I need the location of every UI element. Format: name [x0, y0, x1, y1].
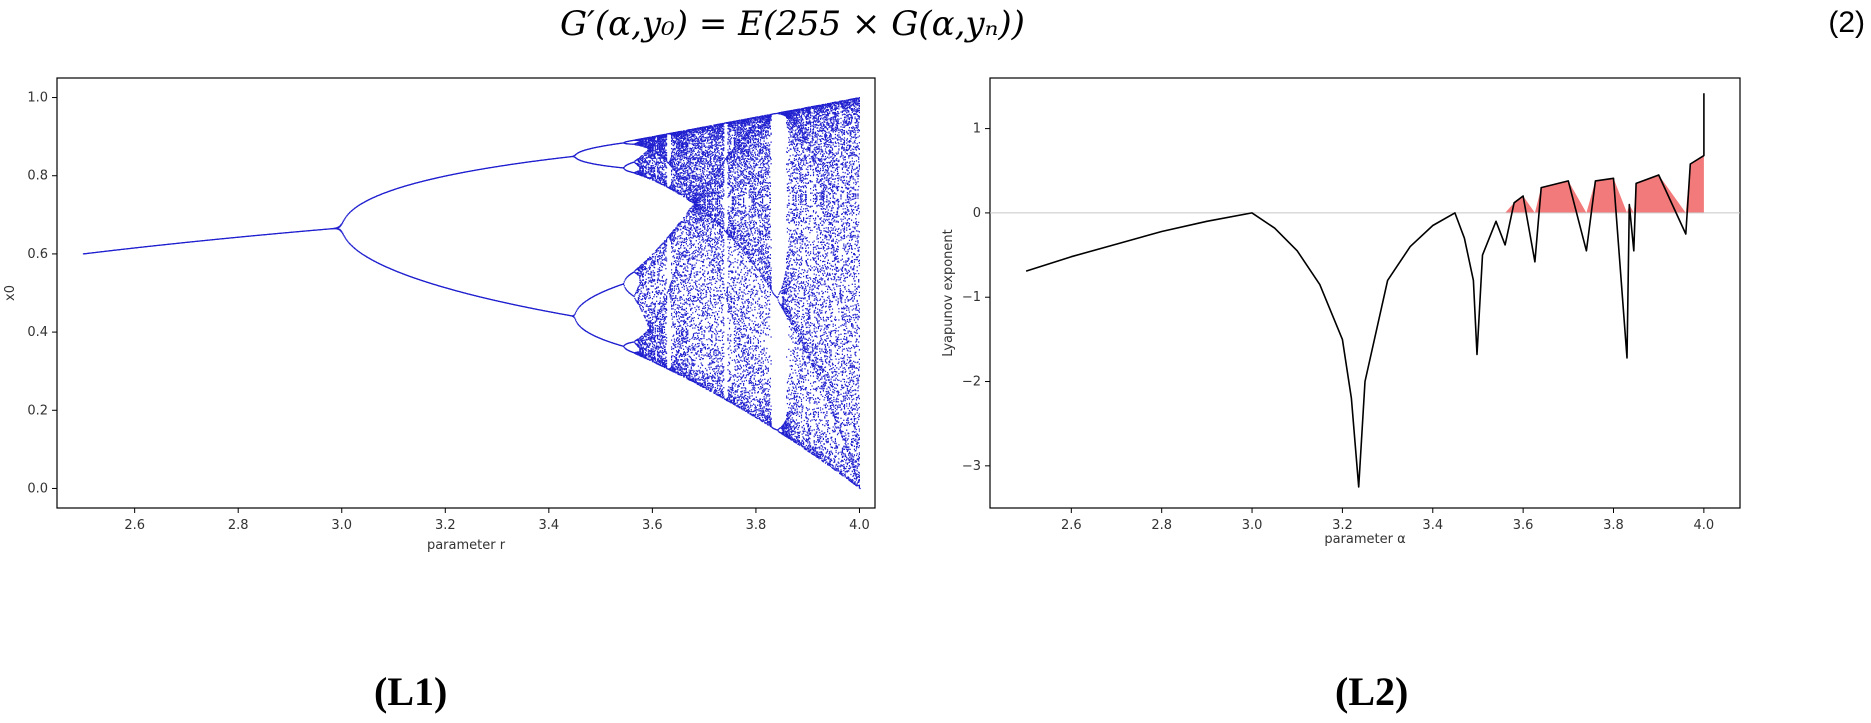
- plot-frame: [56, 77, 876, 509]
- y-tick-label: 0.8: [27, 169, 48, 184]
- x-axis-label: parameter r: [427, 538, 506, 553]
- x-tick-label: 3.0: [1242, 518, 1263, 533]
- y-tick-label: 0: [973, 206, 981, 221]
- x-tick-label: 3.4: [1422, 518, 1443, 533]
- x-tick-label: 2.8: [228, 518, 249, 533]
- y-tick-label: −1: [962, 290, 981, 305]
- axes: 2.6 2.8 3.0 3.2 3.4 3.6 3.8 4.0 −3 −2 −1 0 1: [962, 122, 1714, 533]
- y-tick-label: 0.6: [27, 247, 48, 262]
- equation-number: (2): [1828, 6, 1865, 39]
- equation: G′(α,y₀) = E(255 × G(α,yₙ)): [560, 4, 1025, 44]
- x-tick-label: 3.4: [538, 518, 559, 533]
- y-tick-label: 1: [973, 122, 981, 137]
- caption-l1: (L1): [374, 669, 448, 714]
- lyapunov-chart: 2.6 2.8 3.0 3.2 3.4 3.6 3.8 4.0 −3 −2 −1 0 1 paramet…: [941, 77, 1741, 547]
- positive-fill: [1026, 93, 1704, 213]
- y-axis-label: Lyapunov exponent: [941, 229, 956, 356]
- x-tick-label: 4.0: [1694, 518, 1715, 533]
- x-tick-label: 4.0: [849, 518, 870, 533]
- x-axis-label: parameter α: [1324, 532, 1405, 547]
- x-tick-label: 2.6: [124, 518, 145, 533]
- bifurcation-point-cloud: [82, 97, 861, 490]
- y-tick-label: −2: [962, 375, 981, 390]
- lyapunov-line: [1025, 93, 1705, 488]
- plot-frame: [989, 77, 1741, 509]
- y-tick-label: 0.4: [27, 325, 48, 340]
- x-tick-label: 3.8: [1603, 518, 1624, 533]
- y-axis-label: x0: [3, 285, 18, 301]
- bifurcation-points: [82, 97, 861, 490]
- x-tick-label: 2.6: [1061, 518, 1082, 533]
- x-tick-label: 3.8: [746, 518, 767, 533]
- lyapunov-series-line: [1025, 93, 1705, 488]
- y-tick-label: 1.0: [27, 91, 48, 106]
- x-tick-label: 2.8: [1151, 518, 1172, 533]
- y-tick-label: −3: [962, 459, 981, 474]
- y-tick-label: 0.2: [27, 403, 48, 418]
- x-tick-label: 3.2: [1332, 518, 1353, 533]
- positive-region-fill: [1026, 93, 1704, 213]
- x-tick-label: 3.2: [435, 518, 456, 533]
- axes: 2.6 2.8 3.0 3.2 3.4 3.6 3.8 4.0 0.0 0.2 0.4 0.6 0.8 1…: [27, 91, 869, 533]
- x-tick-label: 3.6: [642, 518, 663, 533]
- caption-l2: (L2): [1335, 669, 1409, 714]
- x-tick-label: 3.0: [331, 518, 352, 533]
- y-tick-label: 0.0: [27, 481, 48, 496]
- x-tick-label: 3.6: [1513, 518, 1534, 533]
- bifurcation-chart: 2.6 2.8 3.0 3.2 3.4 3.6 3.8 4.0 0.0 0.2 0.4 0.6 0.8 1…: [3, 77, 876, 553]
